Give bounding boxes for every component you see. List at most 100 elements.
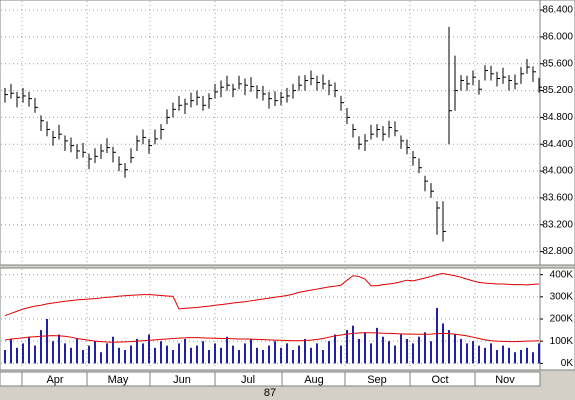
volume-bar — [538, 343, 540, 364]
volume-bar — [394, 345, 396, 364]
volume-bar — [442, 323, 444, 364]
volume-bar — [298, 345, 300, 364]
volume-bar — [502, 345, 504, 364]
volume-bar — [358, 338, 360, 364]
volume-bar — [70, 347, 72, 364]
volume-bar — [184, 338, 186, 364]
volume-bar — [256, 347, 258, 364]
volume-bar — [406, 338, 408, 364]
volume-bar — [412, 343, 414, 364]
volume-bar — [94, 341, 96, 364]
volume-bar — [340, 345, 342, 364]
volume-bar — [226, 336, 228, 364]
y-tick-label: 84.000 — [542, 166, 573, 177]
volume-bar — [190, 347, 192, 364]
y-tick-label: 83.600 — [542, 193, 573, 204]
volume-bar — [490, 343, 492, 364]
volume-bar — [460, 338, 462, 364]
volume-bar — [196, 345, 198, 364]
volume-bar — [10, 338, 12, 364]
volume-bar — [214, 343, 216, 364]
month-label: Nov — [495, 374, 515, 386]
volume-bar — [496, 350, 498, 364]
volume-bar — [418, 336, 420, 364]
volume-bar — [154, 347, 156, 364]
volume-bar — [532, 352, 534, 364]
y-tick-label: 85.200 — [542, 85, 573, 96]
volume-bar — [436, 307, 438, 364]
y-tick-label: 84.400 — [542, 139, 573, 150]
volume-bar — [40, 330, 42, 364]
volume-bar — [118, 347, 120, 364]
volume-bar — [82, 350, 84, 364]
volume-bar — [250, 338, 252, 364]
y-tick-label: 300K — [550, 291, 574, 302]
volume-bar — [202, 341, 204, 364]
y-tick-label: 400K — [550, 269, 574, 280]
volume-bar — [334, 334, 336, 364]
volume-line — [4, 273, 540, 317]
volume-bar — [46, 319, 48, 364]
volume-bar — [364, 332, 366, 364]
volume-bar — [520, 350, 522, 364]
y-tick-label: 83.200 — [542, 219, 573, 230]
month-label: May — [108, 374, 129, 386]
volume-bar — [484, 347, 486, 364]
volume-bar — [52, 341, 54, 364]
volume-bar — [124, 350, 126, 364]
volume-bar — [130, 345, 132, 364]
y-tick-label: 84.800 — [542, 112, 573, 123]
volume-bar — [286, 343, 288, 364]
volume-bar — [526, 347, 528, 364]
volume-bar — [472, 341, 474, 364]
month-label: Jun — [173, 374, 191, 386]
volume-bar — [304, 338, 306, 364]
volume-bar — [22, 343, 24, 364]
volume-bar — [220, 347, 222, 364]
y-tick-label: 82.800 — [542, 246, 573, 257]
volume-bar — [28, 336, 30, 364]
volume-bar — [88, 345, 90, 364]
volume-bar — [34, 345, 36, 364]
volume-bar — [148, 334, 150, 364]
volume-bar — [232, 345, 234, 364]
volume-bar — [136, 338, 138, 364]
volume-bar — [208, 350, 210, 364]
volume-axis — [539, 267, 575, 371]
volume-bar — [64, 343, 66, 364]
volume-bar — [58, 334, 60, 364]
volume-bar — [352, 325, 354, 364]
volume-bar — [76, 338, 78, 364]
time-axis — [0, 371, 541, 387]
volume-bar — [328, 341, 330, 364]
y-tick-label: 85.600 — [542, 58, 573, 69]
volume-bar — [478, 345, 480, 364]
volume-bar — [292, 350, 294, 364]
y-tick-label: 0K — [561, 358, 574, 369]
volume-bar — [448, 330, 450, 364]
month-label: Aug — [304, 374, 324, 386]
price-panel — [0, 0, 541, 266]
volume-bar — [142, 343, 144, 364]
volume-bar — [178, 343, 180, 364]
volume-bar — [238, 350, 240, 364]
month-label: Sep — [367, 374, 387, 386]
y-tick-label: 100K — [550, 336, 574, 347]
volume-bar — [322, 350, 324, 364]
y-tick-label: 200K — [550, 314, 574, 325]
volume-bar — [346, 330, 348, 364]
volume-bar — [112, 336, 114, 364]
volume-bar — [508, 347, 510, 364]
volume-bar — [274, 341, 276, 364]
volume-bar — [424, 332, 426, 364]
volume-bar — [454, 334, 456, 364]
volume-bar — [388, 341, 390, 364]
month-label: Apr — [46, 374, 63, 386]
volume-bar — [430, 341, 432, 364]
volume-bar — [100, 352, 102, 364]
volume-bar — [172, 350, 174, 364]
volume-bar — [4, 350, 6, 364]
volume-bar — [16, 347, 18, 364]
volume-bar — [106, 343, 108, 364]
